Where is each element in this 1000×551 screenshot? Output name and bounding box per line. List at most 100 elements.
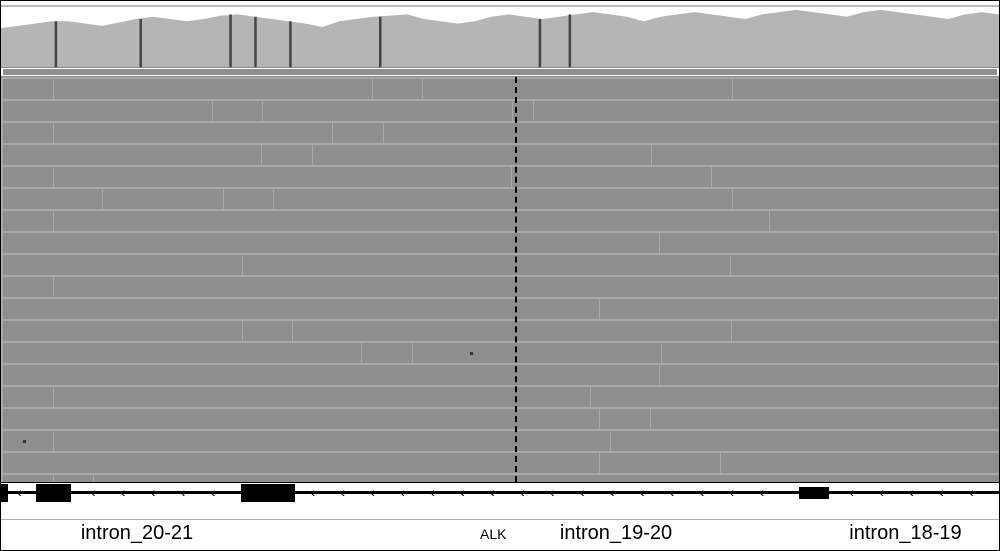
read-segment bbox=[600, 453, 719, 473]
strand-arrow-icon: ‹ bbox=[370, 485, 375, 499]
region-label-row: intron_20-21 ALK intron_19-20 intron_18-… bbox=[1, 519, 999, 550]
strand-arrow-icon: ‹ bbox=[181, 485, 186, 499]
strand-arrow-icon: ‹ bbox=[580, 485, 585, 499]
read-segment bbox=[731, 255, 999, 275]
read-segment bbox=[213, 101, 263, 121]
region-band bbox=[1, 68, 999, 77]
read-segment bbox=[3, 277, 53, 297]
read-segment bbox=[600, 299, 998, 319]
read-row[interactable] bbox=[3, 233, 997, 253]
read-segment bbox=[732, 321, 999, 341]
strand-arrow-icon: ‹ bbox=[121, 485, 126, 499]
label-intron-18-19: intron_18-19 bbox=[849, 522, 961, 545]
strand-arrow-icon: ‹ bbox=[730, 485, 735, 499]
read-segment bbox=[3, 233, 659, 253]
read-segment bbox=[3, 365, 659, 385]
strand-arrow-icon: ‹ bbox=[849, 485, 854, 499]
read-segment bbox=[721, 453, 999, 473]
read-segment bbox=[3, 343, 361, 363]
read-segment bbox=[733, 189, 999, 209]
read-segment bbox=[513, 101, 533, 121]
read-segment bbox=[243, 321, 293, 341]
label-intron-19-20: intron_19-20 bbox=[560, 522, 672, 545]
read-segment bbox=[3, 167, 53, 187]
read-segment bbox=[243, 255, 730, 275]
exon-box bbox=[799, 487, 829, 499]
read-segment bbox=[313, 145, 651, 165]
read-segment bbox=[660, 233, 998, 253]
read-row[interactable] bbox=[3, 365, 997, 385]
read-segment bbox=[652, 145, 999, 165]
strand-arrow-icon: ‹ bbox=[759, 485, 764, 499]
read-segment bbox=[3, 453, 599, 473]
read-segment bbox=[94, 475, 999, 482]
read-segment bbox=[651, 409, 999, 429]
read-segment bbox=[3, 321, 242, 341]
strand-arrow-icon: ‹ bbox=[460, 485, 465, 499]
strand-arrow-icon: ‹ bbox=[939, 485, 944, 499]
exon-box bbox=[241, 484, 296, 502]
read-segment bbox=[611, 431, 999, 451]
strand-arrow-icon: ‹ bbox=[400, 485, 405, 499]
strand-arrow-icon: ‹ bbox=[969, 485, 974, 499]
region-band-segment bbox=[3, 69, 997, 75]
strand-arrow-icon: ‹ bbox=[700, 485, 705, 499]
read-segment bbox=[3, 409, 599, 429]
read-row[interactable] bbox=[3, 321, 997, 341]
read-segment bbox=[262, 145, 312, 165]
read-row[interactable] bbox=[3, 123, 997, 143]
read-segment bbox=[333, 123, 383, 143]
label-intron-20-21: intron_20-21 bbox=[81, 522, 193, 545]
read-segment bbox=[712, 167, 999, 187]
read-row[interactable] bbox=[3, 277, 997, 297]
read-segment bbox=[274, 189, 731, 209]
read-row[interactable] bbox=[3, 431, 997, 451]
strand-arrow-icon: ‹ bbox=[550, 485, 555, 499]
read-segment bbox=[3, 299, 599, 319]
coverage-plot bbox=[1, 7, 999, 67]
read-segment bbox=[54, 431, 611, 451]
read-segment bbox=[3, 145, 261, 165]
strand-arrow-icon: ‹ bbox=[340, 485, 345, 499]
read-segment bbox=[54, 277, 998, 297]
strand-arrow-icon: ‹ bbox=[310, 485, 315, 499]
read-segment bbox=[660, 365, 998, 385]
strand-arrow-icon: ‹ bbox=[640, 485, 645, 499]
read-segment bbox=[534, 101, 999, 121]
strand-arrow-icon: ‹ bbox=[91, 485, 96, 499]
strand-arrow-icon: ‹ bbox=[490, 485, 495, 499]
strand-arrow-icon: ‹ bbox=[430, 485, 435, 499]
read-segment bbox=[512, 167, 711, 187]
genome-viewer: ‹‹‹‹‹‹‹‹‹‹‹‹‹‹‹‹‹‹‹‹‹‹‹‹‹‹‹ intron_20-21… bbox=[0, 0, 1000, 551]
read-row[interactable] bbox=[3, 475, 997, 482]
read-row[interactable] bbox=[3, 145, 997, 165]
read-segment bbox=[362, 343, 412, 363]
read-row[interactable] bbox=[3, 409, 997, 429]
read-row[interactable] bbox=[3, 167, 997, 187]
read-row[interactable] bbox=[3, 453, 997, 473]
read-row[interactable] bbox=[3, 387, 997, 407]
read-row[interactable] bbox=[3, 255, 997, 275]
coverage-track[interactable] bbox=[1, 7, 999, 68]
strand-arrow-icon: ‹ bbox=[151, 485, 156, 499]
strand-arrow-icon: ‹ bbox=[211, 485, 216, 499]
gene-model-track[interactable]: ‹‹‹‹‹‹‹‹‹‹‹‹‹‹‹‹‹‹‹‹‹‹‹‹‹‹‹ bbox=[1, 482, 999, 519]
read-row[interactable] bbox=[3, 343, 997, 363]
read-segment bbox=[413, 343, 662, 363]
variant-marker bbox=[23, 440, 26, 443]
read-segment bbox=[3, 101, 212, 121]
read-segment bbox=[3, 255, 242, 275]
read-segment bbox=[54, 475, 94, 482]
read-segment bbox=[600, 409, 650, 429]
read-row[interactable] bbox=[3, 299, 997, 319]
read-row[interactable] bbox=[3, 189, 997, 209]
alignment-track[interactable] bbox=[1, 77, 999, 482]
strand-arrow-icon: ‹ bbox=[879, 485, 884, 499]
read-row[interactable] bbox=[3, 79, 997, 99]
read-segment bbox=[54, 387, 591, 407]
read-row[interactable] bbox=[3, 211, 997, 231]
read-row[interactable] bbox=[3, 101, 997, 121]
read-segment bbox=[3, 211, 53, 231]
read-segment bbox=[3, 387, 53, 407]
read-segment bbox=[3, 431, 53, 451]
